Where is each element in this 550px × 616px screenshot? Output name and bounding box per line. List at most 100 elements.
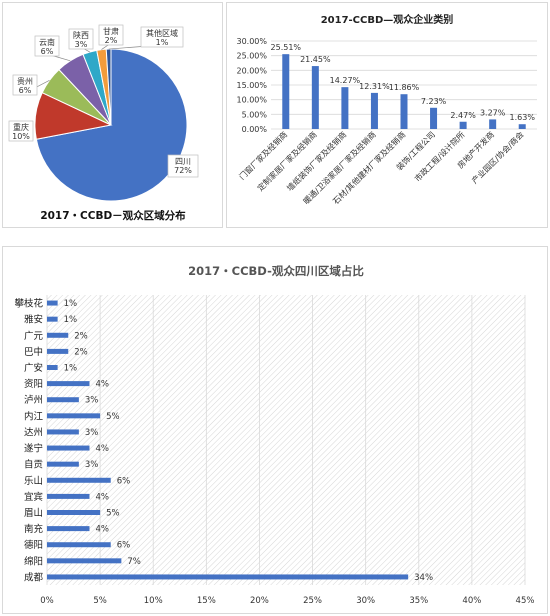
y-category-label: 南充 bbox=[24, 523, 44, 535]
plot-area-hatch bbox=[47, 295, 525, 585]
y-category-label: 内江 bbox=[24, 410, 44, 422]
pie-slice-label: 四川 bbox=[175, 157, 191, 166]
hbar bbox=[47, 461, 79, 467]
hbar-value-label: 3% bbox=[85, 460, 99, 470]
hbar bbox=[47, 348, 69, 354]
hbar bbox=[47, 300, 58, 306]
x-tick-label: 40% bbox=[462, 596, 481, 606]
bar-value-label: 14.27% bbox=[330, 76, 361, 85]
hbar bbox=[47, 397, 79, 403]
hbar bbox=[47, 558, 122, 564]
bar-value-label: 11.86% bbox=[389, 83, 420, 92]
enterprise-bar-chart-panel: 2017-CCBD—观众企业类别 0.00% 5.00% 10.00% 15.00% 20… bbox=[226, 2, 548, 228]
bar bbox=[489, 119, 497, 129]
bar bbox=[370, 92, 378, 129]
region-pie-chart: 四川72%重庆10%贵州6%云南6%陕西3%甘肃2%其他区域1%2017・CCB… bbox=[8, 24, 199, 222]
hbar bbox=[47, 381, 90, 387]
bar bbox=[518, 124, 526, 129]
pie-slice-label: 重庆 bbox=[13, 122, 29, 132]
hbar-value-label: 2% bbox=[74, 331, 88, 341]
y-tick-label: 0.00% bbox=[242, 125, 268, 134]
bar-value-label: 25.51% bbox=[271, 43, 302, 52]
pie-label-box bbox=[8, 120, 34, 142]
hbar bbox=[47, 574, 409, 580]
hbar bbox=[47, 477, 111, 483]
x-tick-label: 45% bbox=[516, 596, 535, 606]
x-tick-label: 10% bbox=[144, 596, 163, 606]
x-tick-label: 25% bbox=[303, 596, 322, 606]
pie-slice-label: 甘肃 bbox=[103, 26, 119, 36]
y-category-label: 德阳 bbox=[24, 539, 43, 551]
hbar bbox=[47, 316, 58, 322]
pie-slice-value: 3% bbox=[75, 40, 88, 49]
y-category-label: 广元 bbox=[24, 330, 44, 342]
x-category-label: 产业园区/协会/商会 bbox=[469, 129, 525, 185]
hbar-value-label: 2% bbox=[74, 347, 88, 357]
y-category-label: 乐山 bbox=[24, 475, 43, 487]
region-pie-chart-panel: 四川 72% 重庆 10% 贵州 6% 云南 6% 陕西 3% 甘肃 2% 其他区域 1% 2017・CCB… bbox=[2, 2, 223, 228]
hbar-value-label: 3% bbox=[85, 428, 99, 438]
y-tick-label: 25.00% bbox=[236, 52, 267, 61]
hbar bbox=[47, 413, 101, 419]
pie-label-box bbox=[140, 26, 184, 48]
pie-slice-label: 贵州 bbox=[17, 76, 33, 86]
x-category-label: 门窗厂家及经销商 bbox=[237, 129, 289, 181]
y-tick-label: 5.00% bbox=[242, 110, 268, 119]
pie-label-box bbox=[68, 28, 94, 50]
y-tick-label: 30.00% bbox=[236, 37, 267, 46]
hbar-value-label: 1% bbox=[64, 299, 78, 309]
hbar bbox=[47, 429, 79, 435]
y-category-label: 攀枝花 bbox=[14, 298, 43, 310]
bar bbox=[341, 87, 349, 129]
hbar-value-label: 4% bbox=[95, 525, 109, 535]
y-tick-label: 20.00% bbox=[236, 66, 267, 75]
hbar-value-label: 4% bbox=[95, 444, 109, 454]
y-category-label: 巴中 bbox=[24, 346, 43, 358]
hbar-value-label: 7% bbox=[127, 557, 141, 567]
x-category-label: 市政工程/设计院所 bbox=[412, 129, 466, 183]
bar-chart-title: 2017-CCBD—观众企业类别 bbox=[321, 13, 454, 26]
hbar-value-label: 1% bbox=[64, 315, 78, 325]
hbar bbox=[47, 526, 90, 532]
hbar-value-label: 1% bbox=[64, 364, 78, 374]
pie-slice-value: 1% bbox=[156, 38, 169, 47]
y-category-label: 绵阳 bbox=[24, 555, 43, 567]
hbar bbox=[47, 445, 90, 451]
x-tick-label: 30% bbox=[356, 596, 375, 606]
hbar-value-label: 5% bbox=[106, 412, 120, 422]
x-tick-label: 5% bbox=[93, 596, 107, 606]
y-category-label: 泸州 bbox=[24, 395, 43, 406]
pie-slice-value: 6% bbox=[41, 47, 54, 56]
hbar-value-label: 4% bbox=[95, 380, 109, 390]
hbar bbox=[47, 493, 90, 499]
bar bbox=[459, 121, 467, 129]
hbar bbox=[47, 365, 58, 370]
hbar-value-label: 5% bbox=[106, 509, 120, 519]
pie-slice-value: 2% bbox=[105, 36, 118, 45]
enterprise-bar-chart: 2017-CCBD—观众企业类别 0.00% 5.00% 10.00% 15.00% 20… bbox=[236, 13, 537, 206]
x-tick-label: 0% bbox=[40, 596, 54, 606]
hbar-value-label: 34% bbox=[414, 573, 433, 583]
bar-value-label: 2.47% bbox=[450, 111, 476, 120]
x-tick-label: 35% bbox=[409, 596, 428, 606]
x-tick-label: 20% bbox=[250, 596, 269, 606]
pie-label-box bbox=[98, 24, 124, 46]
pie-slice-label: 其他区域 bbox=[146, 28, 178, 38]
pie-slice-value: 10% bbox=[12, 132, 30, 141]
y-category-label: 遂宁 bbox=[24, 443, 43, 455]
bar bbox=[282, 54, 290, 129]
bar bbox=[400, 94, 408, 129]
y-tick-label: 10.00% bbox=[236, 96, 267, 105]
hbar-value-label: 6% bbox=[117, 541, 131, 551]
y-category-label: 广安 bbox=[24, 362, 43, 374]
hbar-value-label: 3% bbox=[85, 396, 99, 406]
pie-label-box bbox=[167, 154, 199, 178]
pie-slice-value: 6% bbox=[19, 86, 32, 95]
pie-slice-label: 云南 bbox=[39, 37, 55, 47]
pie-title: 2017・CCBD－观众区域分布 bbox=[40, 209, 186, 222]
sichuan-bar-chart-panel: 2017・CCBD-观众四川区域占比 0% 5% 10% 15% 20% 25% 30% 35%… bbox=[2, 246, 548, 614]
hbar bbox=[47, 542, 111, 548]
x-category-label: 定制家居厂家及经销商 bbox=[255, 129, 319, 193]
y-category-label: 宜宾 bbox=[24, 491, 43, 503]
